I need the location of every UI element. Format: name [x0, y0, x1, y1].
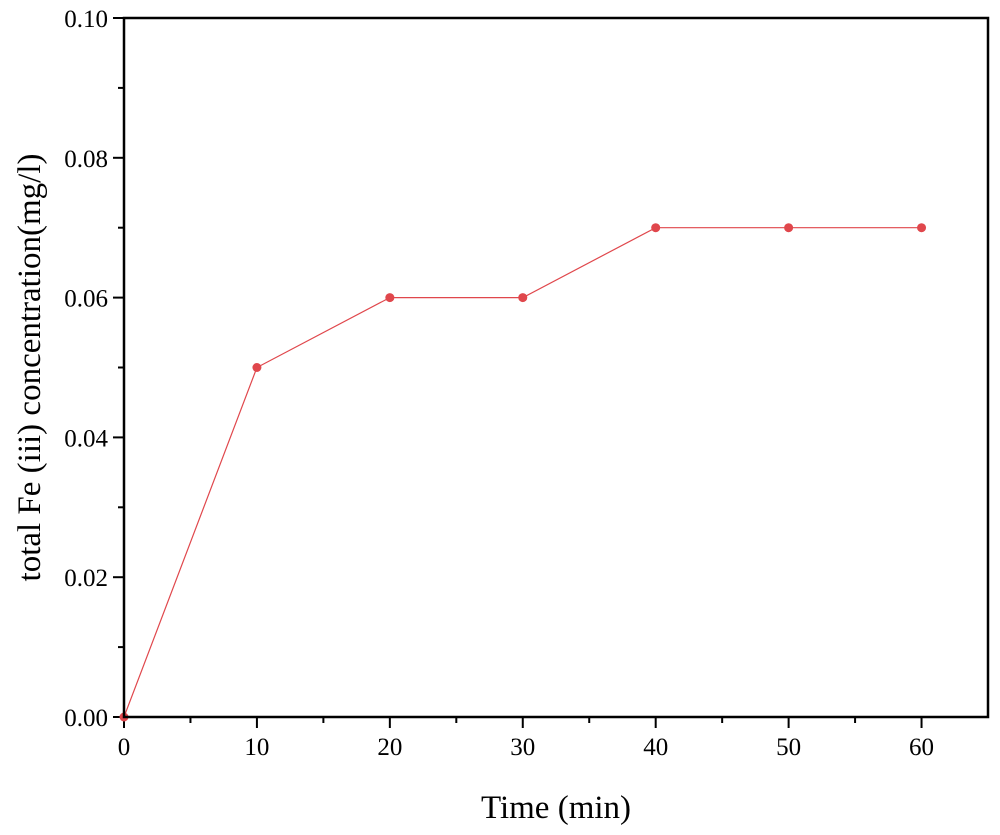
data-point [518, 293, 527, 302]
x-tick-label: 50 [776, 734, 801, 761]
y-tick-label: 0.08 [64, 146, 108, 173]
x-tick-label: 0 [118, 734, 131, 761]
y-tick-label: 0.00 [64, 705, 108, 732]
y-tick-label: 0.02 [64, 565, 108, 592]
data-point [784, 223, 793, 232]
data-point [252, 363, 261, 372]
chart: 0 10 20 30 40 50 60 0.00 0.02 0.04 0.06 0.08 0.10 Ti… [0, 0, 1000, 835]
y-tick-label: 0.06 [64, 286, 108, 313]
y-tick-label: 0.10 [64, 6, 108, 33]
data-point [917, 223, 926, 232]
x-tick-label: 30 [510, 734, 535, 761]
data-point [385, 293, 394, 302]
x-axis-title: Time (min) [481, 790, 631, 826]
x-tick-label: 40 [643, 734, 668, 761]
x-tick-label: 60 [909, 734, 934, 761]
x-tick-label: 20 [377, 734, 402, 761]
data-point [651, 223, 660, 232]
chart-background [0, 0, 1000, 835]
y-tick-label: 0.04 [64, 425, 108, 452]
x-tick-label: 10 [244, 734, 269, 761]
y-axis-title: total Fe (iii) concentration(mg/l) [12, 154, 48, 582]
